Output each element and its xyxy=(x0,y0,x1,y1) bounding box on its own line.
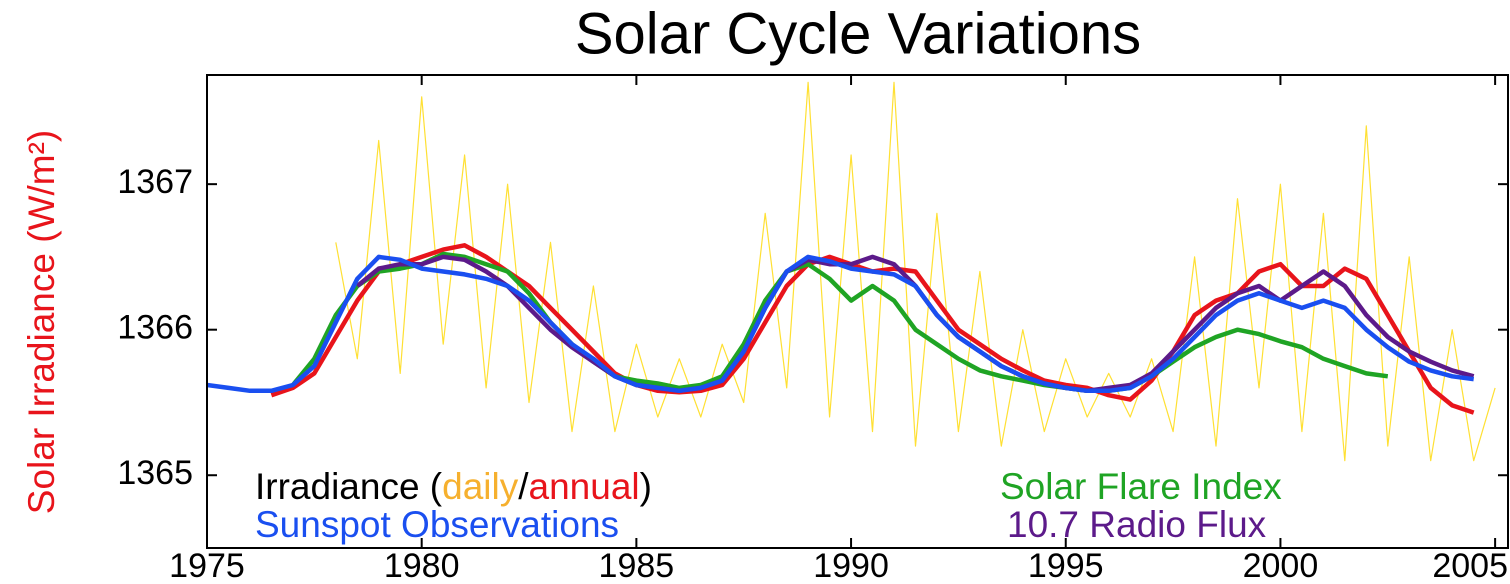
y-tick-label: 1366 xyxy=(117,309,193,347)
x-tick-label: 1995 xyxy=(1028,547,1104,584)
x-tick-label: 1980 xyxy=(384,547,460,584)
plot-frame xyxy=(206,74,1509,549)
series-line xyxy=(207,254,1475,394)
legend-text: ) xyxy=(640,466,652,507)
legend-text: Irradiance ( xyxy=(255,466,443,507)
legend-text: daily xyxy=(442,466,519,507)
series-line xyxy=(355,254,1475,394)
legend-entry: 10.7 Radio Flux xyxy=(1007,504,1267,545)
series-line xyxy=(335,81,1496,462)
x-tick-label: 1985 xyxy=(599,547,675,584)
series-line xyxy=(291,251,1389,394)
y-tick-label: 1365 xyxy=(117,454,193,492)
x-tick-label: 2000 xyxy=(1243,547,1319,584)
chart-title: Solar Cycle Variations xyxy=(575,1,1141,66)
y-tick-label: 1367 xyxy=(117,163,193,201)
x-tick-label: 1990 xyxy=(813,547,889,584)
legend-entry: Solar Flare Index xyxy=(1000,466,1282,507)
legend-entry: Sunspot Observations xyxy=(255,504,619,545)
x-tick-label: 1975 xyxy=(169,547,245,584)
y-axis-label: Solar Irradiance (W/m²) xyxy=(21,130,62,514)
legend-text: annual xyxy=(529,466,640,507)
legend-text: / xyxy=(518,466,529,507)
x-tick-label: 2005 xyxy=(1432,547,1508,584)
legend-label: Irradiance (daily/annual) xyxy=(255,466,652,507)
